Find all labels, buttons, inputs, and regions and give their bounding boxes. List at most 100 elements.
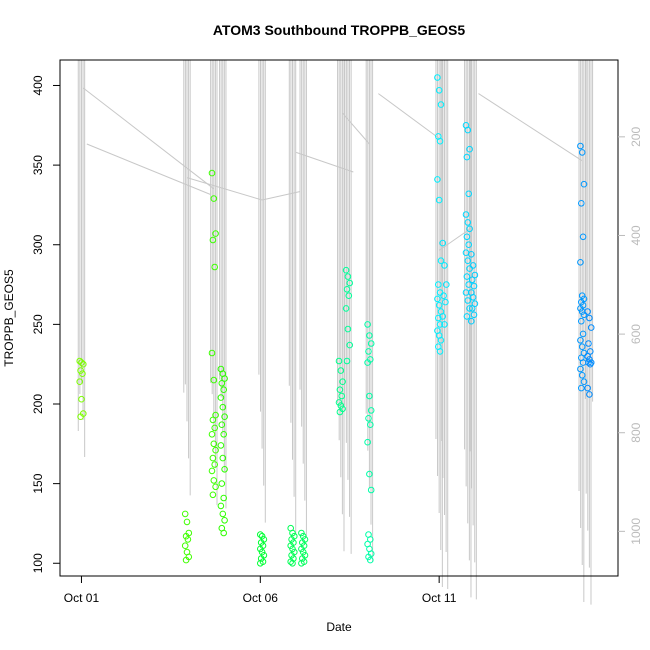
data-point [585,340,592,347]
x-axis: Oct 01 Oct 06 Oct 11 [64,576,457,605]
data-point [209,491,217,499]
data-point [463,153,471,161]
data-point [220,431,227,438]
data-point [257,555,265,562]
data-point [218,480,226,487]
data-point [345,292,353,300]
data-point [258,532,266,540]
data-point [298,529,305,537]
data-point [579,330,587,338]
data-point [338,392,346,400]
data-point [365,415,372,422]
data-point [211,424,218,432]
data-point [183,518,191,526]
data-point [436,321,444,328]
data-point [182,556,190,564]
data-point [336,386,344,394]
data-point [257,531,264,538]
data-point [181,542,189,550]
data-point [257,560,264,567]
data-point [364,438,371,446]
x-tick-label: Oct 01 [64,591,100,605]
right-tick-label: 200 [629,127,643,147]
data-point [209,416,217,424]
data-point [435,281,442,288]
track-line [186,177,263,201]
data-point [468,251,475,258]
data-point [343,286,351,293]
x-tick-label: Oct 06 [243,591,279,605]
data-point [435,87,443,94]
data-point [298,560,305,567]
data-point [435,196,443,204]
data-point [182,532,190,540]
plot-frame [59,59,619,577]
y-tick-label: 200 [31,394,45,414]
data-point [212,483,219,491]
data-point [76,378,83,386]
data-point [584,352,591,360]
data-point [464,297,472,304]
track-line [438,227,472,251]
data-point [434,176,441,183]
x-axis-label: Date [326,620,352,634]
data-point [577,142,584,150]
data-point [584,384,591,392]
data-point [288,536,295,543]
data-point [587,324,595,331]
data-point [364,359,371,366]
data-point [208,467,216,475]
data-point [344,273,352,280]
data-point [578,200,585,207]
data-point [367,556,374,564]
data-point [466,225,473,233]
right-tick-label: 400 [629,225,643,245]
data-point [466,145,473,153]
data-point [337,402,345,409]
y-tick-label: 300 [31,234,45,254]
data-point [78,395,85,403]
right-axis: 200 400 600 800 1000 [618,127,643,545]
data-point [288,552,295,559]
data-point [221,413,228,421]
data-point [342,305,350,312]
data-point [471,271,479,279]
data-point [586,356,593,363]
data-point [366,470,373,478]
data-point [287,558,295,566]
data-point [364,321,371,328]
data-point [436,137,444,145]
data-point [365,348,372,355]
data-point [440,292,447,300]
data-point [208,349,216,357]
data-point [577,365,584,373]
data-point [442,298,449,306]
chart-title: ATOM3 Southbound TROPPB_GEOS5 [213,22,465,38]
data-point [463,313,471,320]
data-point [217,442,225,449]
data-point [212,411,219,419]
data-point [434,295,441,303]
data-point [220,529,227,537]
data-point [218,421,226,429]
data-point [465,241,473,248]
track-line [478,93,583,162]
data-point [298,545,305,553]
data-point [586,314,593,322]
flight-track-lines [77,60,594,605]
data-point [184,536,192,543]
data-point [585,359,592,366]
data-point [365,553,372,561]
data-point [464,126,472,134]
data-point [578,384,585,392]
data-point [220,494,227,502]
data-point [336,408,344,416]
data-point [584,308,591,315]
data-point [367,407,375,414]
data-point [220,386,227,394]
data-point [437,101,445,108]
data-point [468,305,476,312]
y-axis-label: TROPPB_GEOS5 [2,269,16,367]
data-point [367,421,374,429]
